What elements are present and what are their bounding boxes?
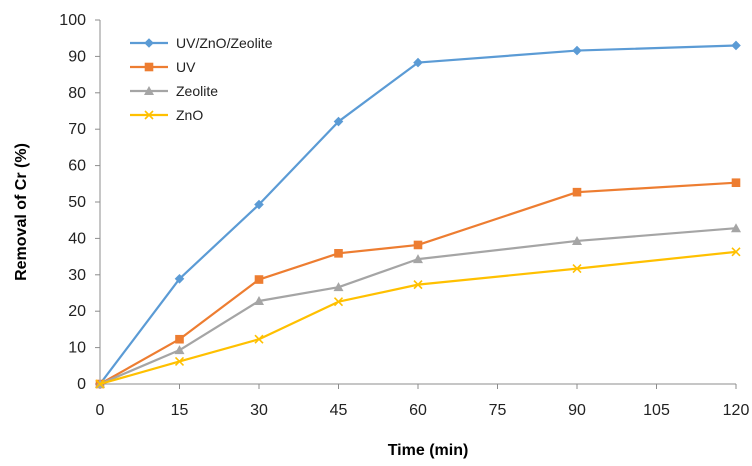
x-marker-stroke (144, 110, 154, 120)
x-tick-label: 45 (330, 402, 348, 419)
data-point-uv-zno-zeolite (572, 45, 582, 56)
y-tick-label: 60 (68, 158, 86, 175)
x-marker-stroke (174, 356, 185, 366)
x-tick-label: 60 (409, 402, 427, 419)
data-point-zno (731, 247, 741, 257)
y-tick-label: 40 (68, 230, 86, 247)
y-tick-label: 50 (68, 194, 86, 211)
legend-item-zeolite: Zeolite (130, 83, 218, 99)
legend-label: UV (176, 59, 196, 75)
data-point-zeolite (413, 254, 423, 264)
data-point-uv (334, 249, 343, 258)
x-marker-stroke (95, 379, 105, 389)
series-zeolite (95, 223, 741, 388)
x-marker-stroke (254, 334, 264, 344)
data-point-uv-zno-zeolite (413, 57, 423, 68)
data-point-zeolite (333, 282, 344, 292)
data-point-zno (95, 379, 105, 389)
data-point-zno (254, 334, 264, 344)
series-line-zeolite (99, 227, 737, 386)
data-point-uv-zno-zeolite (731, 40, 741, 51)
y-tick-label: 10 (68, 340, 86, 357)
data-point-uv-zno-zeolite (254, 199, 264, 210)
legend-swatch-marker (144, 110, 154, 120)
series-layer (95, 40, 741, 389)
y-axis-title: Removal of Cr (%) (13, 143, 30, 281)
x-tick-label: 120 (723, 402, 750, 419)
data-point-uv-zno-zeolite (174, 274, 185, 284)
data-point-zeolite (174, 345, 185, 355)
y-tick-label: 80 (68, 85, 86, 102)
data-point-zno (174, 356, 185, 366)
x-tick-label: 0 (96, 402, 105, 419)
axes: 0 10 20 30 40 50 60 70 80 90 100 0 15 30 45 60 75 90 105 12… (59, 12, 749, 419)
data-point-zno (333, 297, 344, 307)
x-marker-stroke (572, 264, 582, 274)
x-tick-label: 30 (250, 402, 268, 419)
x-axis-title: Time (min) (388, 442, 469, 459)
legend-swatch-marker (144, 62, 154, 72)
x-marker-stroke (333, 297, 344, 307)
data-point-uv-zno-zeolite (333, 116, 344, 127)
series-line-uv (99, 181, 737, 385)
legend-swatch-marker (144, 38, 154, 48)
legend-swatch-marker (144, 86, 154, 95)
x-marker-stroke (413, 280, 423, 290)
y-tick-label: 100 (59, 12, 86, 29)
legend-label: Zeolite (176, 83, 218, 99)
data-point-uv (254, 275, 264, 284)
x-tick-label: 105 (643, 402, 670, 419)
data-point-zeolite (572, 235, 582, 245)
y-tick-label: 20 (68, 303, 86, 320)
data-point-zeolite (254, 296, 264, 306)
y-tick-label: 30 (68, 267, 86, 284)
series-uv-zno-zeolite (95, 40, 741, 389)
data-point-uv (413, 240, 423, 250)
x-marker-stroke (731, 247, 741, 257)
legend: UV/ZnO/Zeolite UV Zeolite ZnO (130, 35, 273, 123)
legend-item-uv: UV (130, 59, 196, 75)
data-point-uv (572, 187, 582, 197)
data-point-zeolite (731, 223, 741, 233)
y-tick-label: 90 (68, 48, 86, 65)
data-point-uv (175, 334, 184, 344)
legend-item-uv-zno-zeolite: UV/ZnO/Zeolite (130, 35, 273, 51)
legend-label: ZnO (176, 107, 203, 123)
data-point-zno (413, 280, 423, 290)
y-tick-label: 0 (77, 376, 86, 393)
series-line-zno (99, 250, 737, 386)
legend-item-zno: ZnO (130, 107, 203, 123)
x-tick-label: 90 (568, 402, 586, 419)
x-tick-label: 15 (171, 402, 189, 419)
legend-label: UV/ZnO/Zeolite (176, 35, 273, 51)
x-tick-label: 75 (489, 402, 507, 419)
y-tick-label: 70 (68, 121, 86, 138)
series-zno (95, 247, 741, 389)
data-point-zno (572, 264, 582, 274)
data-point-uv (731, 178, 741, 188)
